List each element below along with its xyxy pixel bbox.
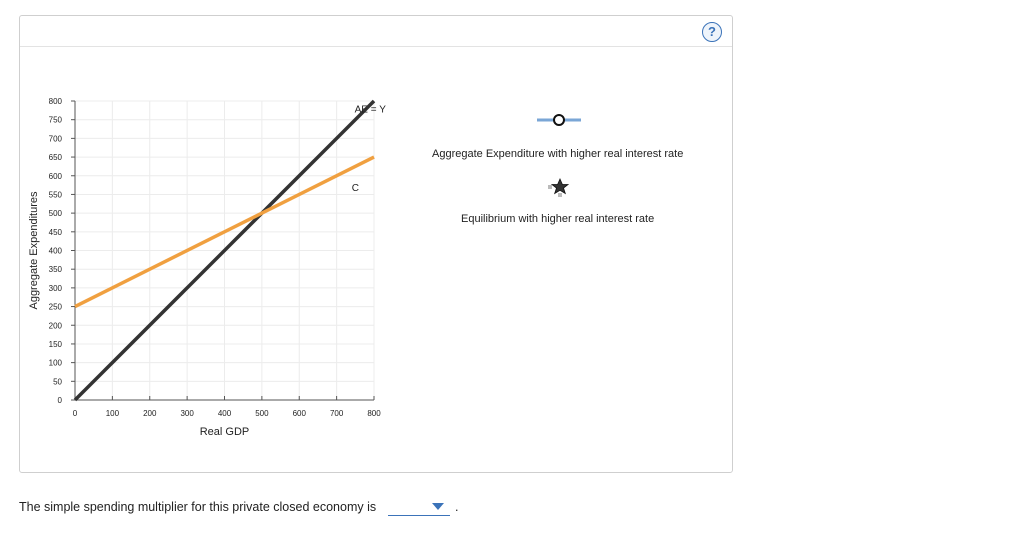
x-axis-label: Real GDP [200,426,250,438]
y-tick-label: 700 [49,134,63,143]
y-tick-label: 450 [49,228,63,237]
panel-toolbar: ? [20,16,732,47]
help-icon[interactable]: ? [702,22,722,42]
annotation-label: AE = Y [355,104,387,115]
y-tick-label: 350 [49,265,63,274]
graph-panel: ? [19,15,733,473]
question-period: . [455,500,459,514]
ae-line-tool-label: Aggregate Expenditure with higher real i… [432,148,684,160]
y-tick-label: 250 [49,303,63,312]
equilibrium-tool-label: Equilibrium with higher real interest ra… [461,213,655,225]
annotation-label: C [352,183,359,194]
x-tick-label: 400 [218,409,232,418]
question-text: The simple spending multiplier for this … [19,500,377,514]
y-tick-label: 600 [49,172,63,181]
y-axis-label: Aggregate Expenditures [28,191,40,310]
series-line [73,99,376,402]
y-tick-label: 300 [49,284,63,293]
y-tick-label: 400 [49,247,63,256]
dropdown-arrow-icon [432,503,444,510]
x-tick-label: 600 [293,409,307,418]
x-tick-label: 500 [255,409,269,418]
x-tick-label: 800 [367,409,381,418]
y-tick-label: 100 [49,359,63,368]
x-tick-label: 0 [73,409,78,418]
x-tick-label: 700 [330,409,344,418]
equilibrium-tool[interactable] [548,177,572,198]
star-icon [548,177,570,197]
y-tick-label: 150 [49,340,63,349]
y-tick-label: 200 [49,321,63,330]
x-tick-label: 200 [143,409,157,418]
multiplier-dropdown[interactable] [388,498,450,516]
series-line [74,155,375,309]
y-tick-label: 650 [49,153,63,162]
y-tick-label: 500 [49,209,63,218]
y-tick-label: 750 [49,116,63,125]
y-tick-label: 50 [53,377,62,386]
ae-line-tool[interactable] [535,112,583,128]
y-tick-label: 800 [49,97,63,106]
x-tick-label: 300 [180,409,194,418]
x-tick-label: 100 [106,409,120,418]
line-tool-icon [537,114,581,126]
y-tick-label: 550 [49,190,63,199]
y-tick-label: 0 [58,396,63,405]
